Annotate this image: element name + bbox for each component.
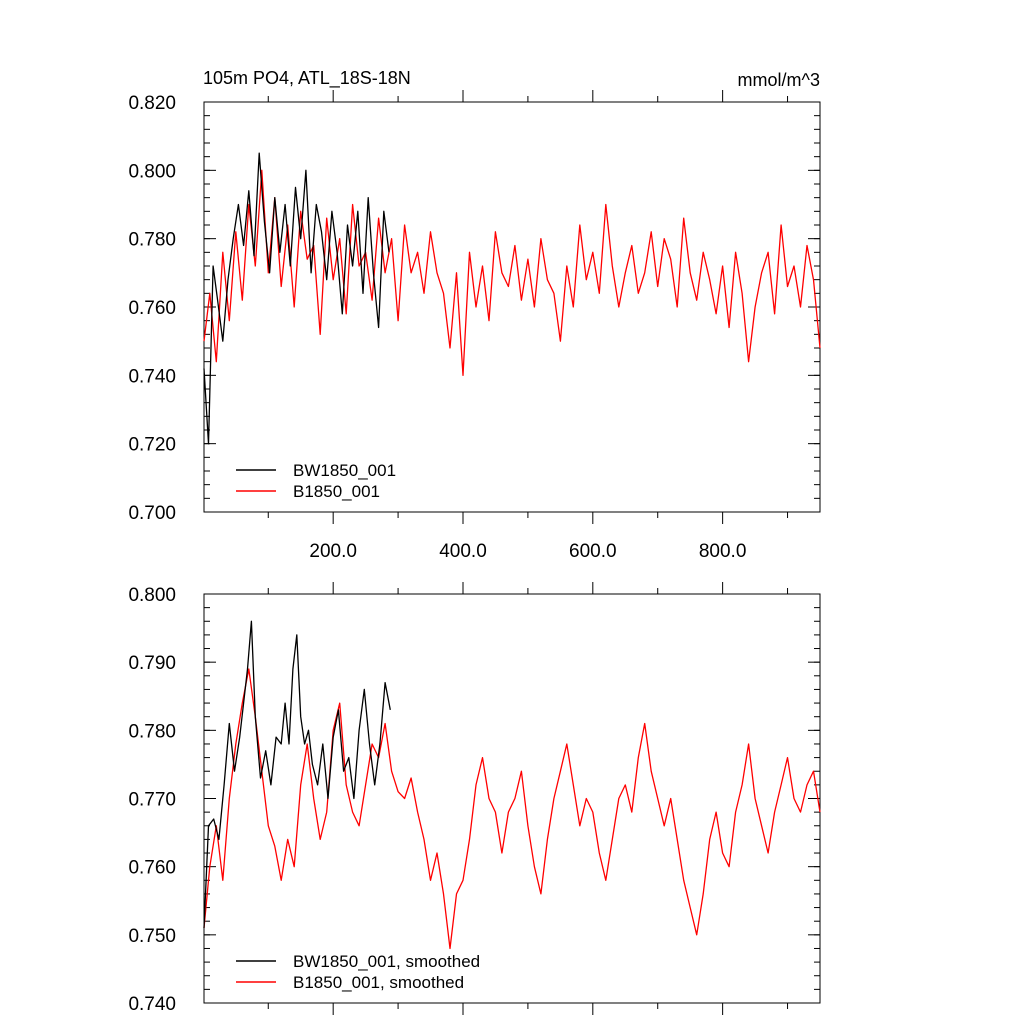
x-tick-label: 800.0 [699,541,747,562]
legend-label: BW1850_001 [293,461,396,480]
legend-label: BW1850_001, smoothed [293,952,480,971]
units-label: mmol/m^3 [738,70,820,90]
legend-label: B1850_001, smoothed [293,973,464,992]
y-tick-label: 0.760 [128,298,176,319]
y-tick-label: 0.760 [128,858,176,879]
y-tick-label: 0.800 [128,585,176,606]
y-tick-label: 0.720 [128,435,176,456]
series-line-bw1850 [203,152,390,445]
y-tick-label: 0.740 [128,994,176,1015]
y-tick-label: 0.740 [128,366,176,387]
bottom-panel: 0.740 0.750 0.760 0.770 0.780 0.790 0.800 BW185… [128,582,821,1015]
y-tick-label: 0.770 [128,790,176,811]
y-tick-label: 0.780 [128,230,176,251]
x-tick-label: 400.0 [439,541,487,562]
series-line-b1850 [203,169,821,376]
y-tick-label: 0.700 [128,503,176,524]
x-tick-label: 600.0 [569,541,617,562]
y-tick-label: 0.750 [128,926,176,947]
plot-title: 105m PO4, ATL_18S-18N [203,68,411,89]
x-tick-label: 200.0 [309,541,357,562]
y-tick-label: 0.820 [128,93,176,114]
y-tick-label: 0.790 [128,653,176,674]
legend-label: B1850_001 [293,482,380,501]
y-tick-label: 0.800 [128,161,176,182]
series-line-b1850 [203,668,821,950]
series-line-bw1850 [203,620,391,929]
y-tick-label: 0.780 [128,721,176,742]
top-panel: 0.700 0.720 0.740 0.760 0.780 0.800 0.820 200.0… [128,90,821,562]
